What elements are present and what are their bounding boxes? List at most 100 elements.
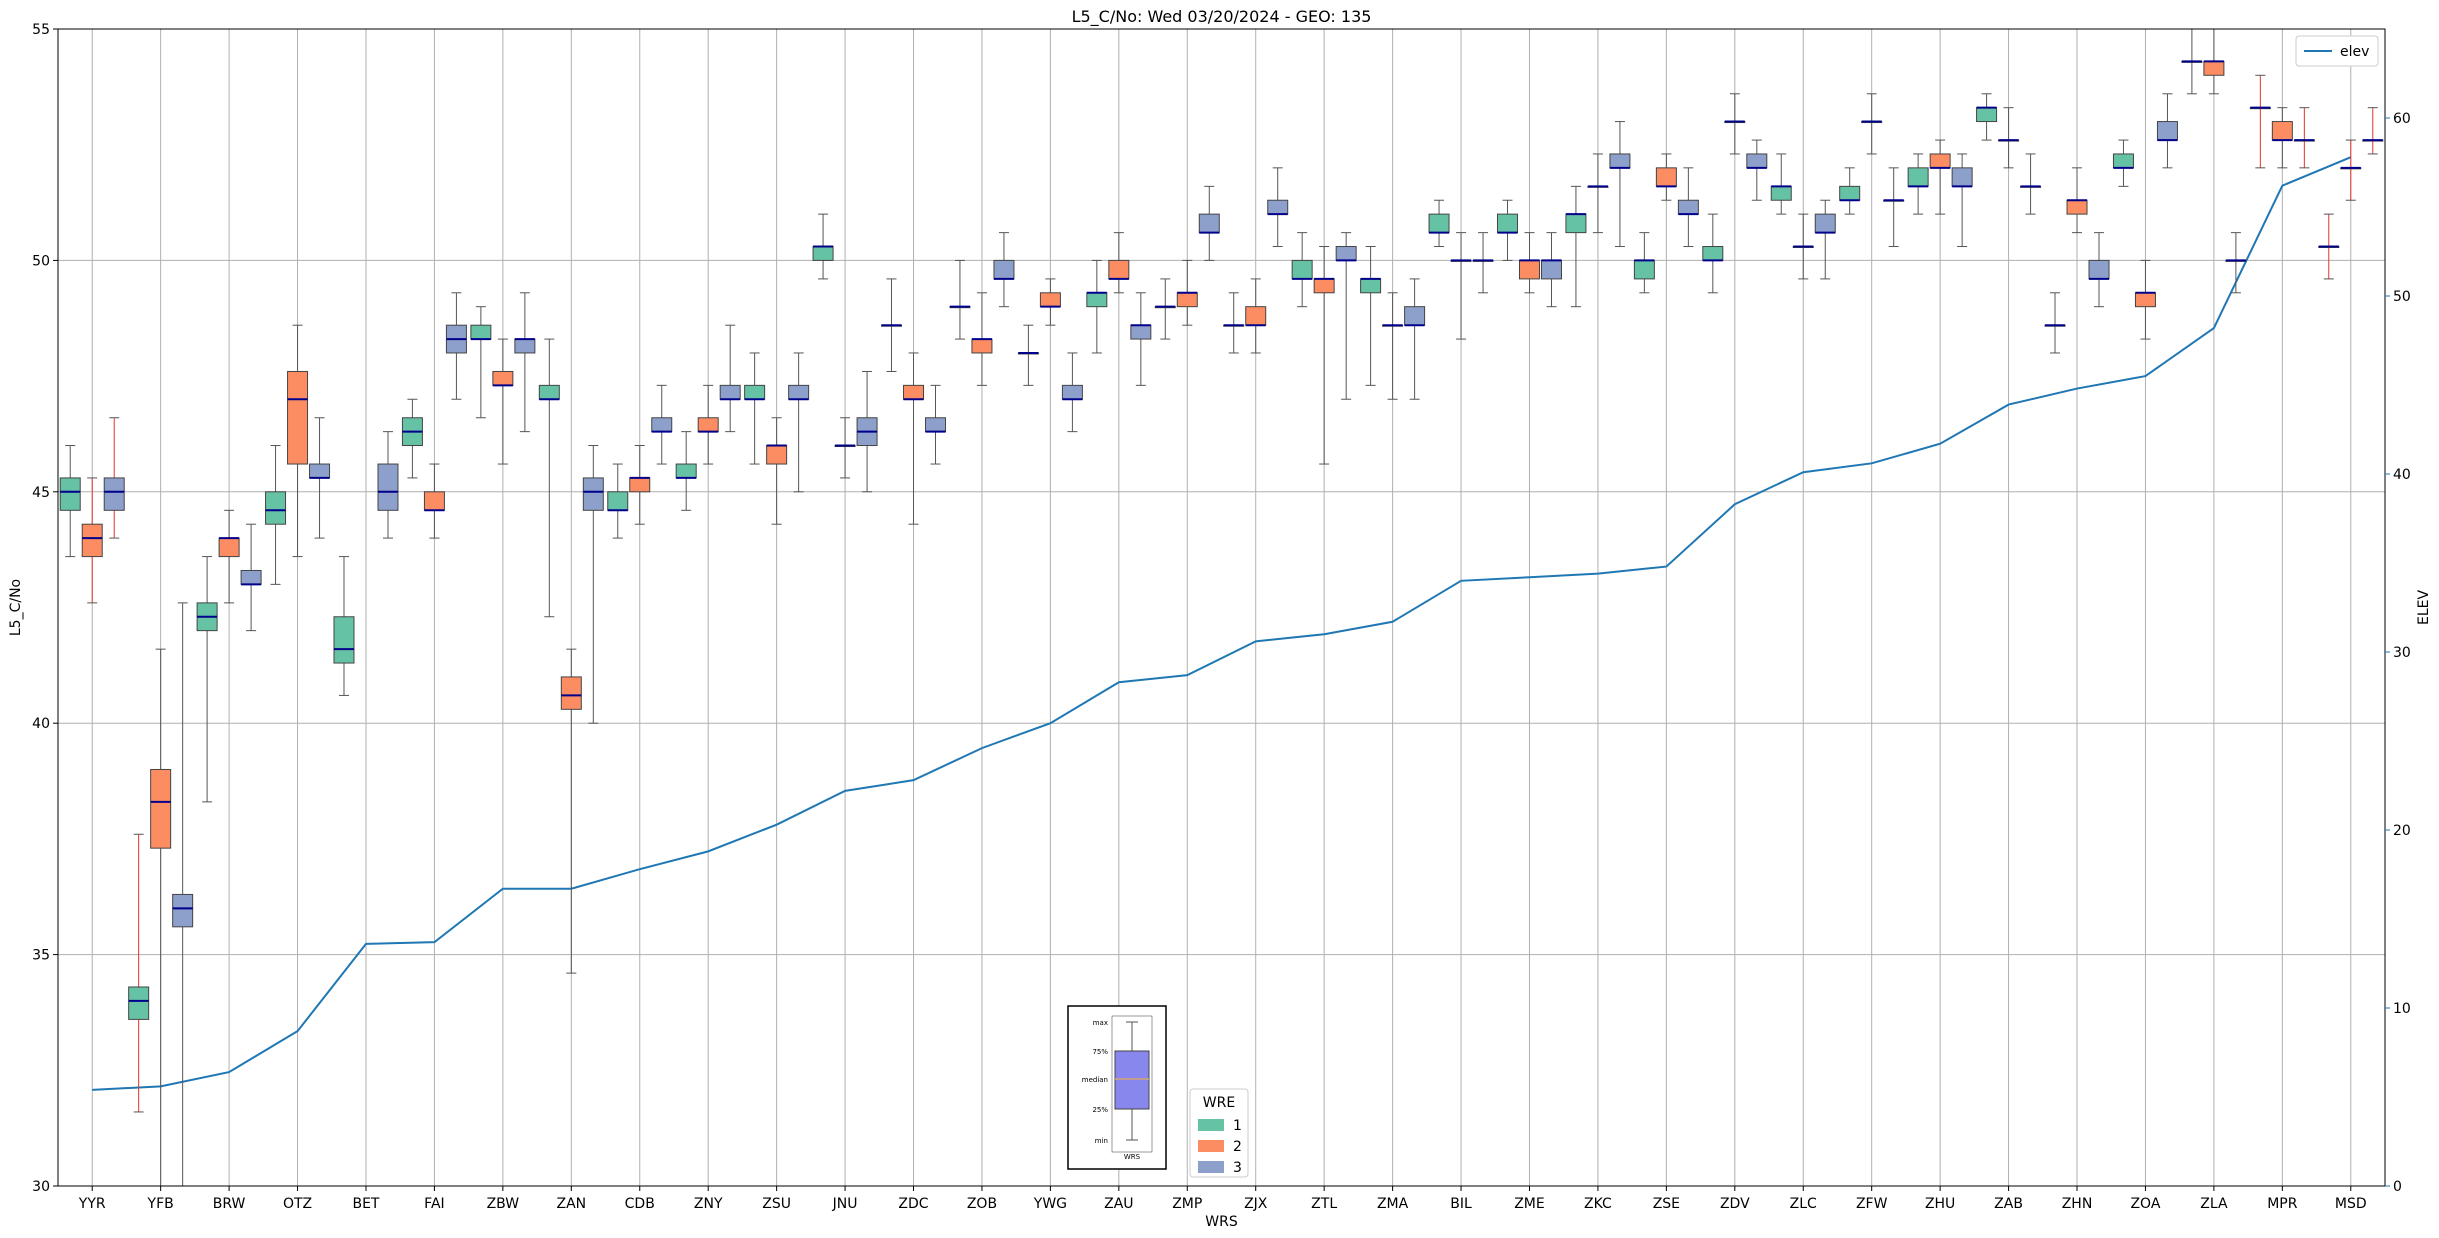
box-body — [172, 893, 194, 928]
box-body — [128, 986, 150, 1020]
y2-tick-label: 0 — [2393, 1179, 2402, 1195]
x-tick-label-zob: ZOB — [967, 1196, 997, 1212]
box-zme-wre1 — [1496, 199, 1518, 261]
box-body — [788, 384, 810, 400]
x-tick-label-zmp: ZMP — [1172, 1196, 1202, 1212]
plot-frame — [57, 28, 2386, 1187]
box-zob-wre2 — [971, 292, 993, 386]
box-body — [538, 384, 560, 400]
box-yfb-wre1 — [128, 833, 150, 1113]
wre-legend: WRE 1 2 3 — [1189, 1088, 1249, 1178]
box-zse-wre3 — [1677, 167, 1699, 248]
box-body — [1245, 306, 1267, 326]
box-zjx-wre1 — [1223, 292, 1245, 354]
y-tick-label: 45 — [32, 485, 50, 501]
box-body — [651, 417, 673, 433]
box-zhu-wre3 — [1951, 153, 1973, 248]
box-cdb-wre1 — [607, 463, 629, 539]
box-zan-wre3 — [582, 445, 604, 724]
box-body — [1814, 213, 1836, 234]
box-zma-wre1 — [1360, 246, 1382, 386]
box-zlc-wre3 — [1814, 199, 1836, 280]
x-tick-label-bil: BIL — [1450, 1196, 1472, 1212]
box-zbw-wre2 — [492, 338, 514, 465]
y-tick-label: 40 — [32, 716, 50, 732]
x-tick-label-zdc: ZDC — [898, 1196, 928, 1212]
box-key-inset: max 75% median 25% min WRS — [1067, 1005, 1167, 1170]
key-label-median: median — [1082, 1076, 1108, 1084]
box-zsu-wre2 — [766, 417, 788, 525]
grid-lines — [58, 28, 2385, 1187]
box-series — [59, 28, 2384, 1187]
box-body — [1130, 324, 1152, 340]
y-tick-label: 55 — [32, 22, 50, 38]
box-body — [1313, 278, 1335, 294]
box-mpr-wre1 — [2249, 74, 2271, 169]
y-tick-label: 30 — [32, 1179, 50, 1195]
box-zdv-wre3 — [1746, 139, 1768, 201]
y-tick-label: 35 — [32, 948, 50, 964]
box-body — [607, 491, 629, 511]
box-cdb-wre3 — [651, 384, 673, 465]
y-axis-label: L5_C/No — [8, 579, 24, 636]
box-body — [287, 370, 309, 465]
box-body — [103, 477, 125, 511]
box-ztl-wre3 — [1335, 232, 1357, 400]
box-bil-wre2 — [1450, 232, 1472, 340]
box-ztl-wre2 — [1313, 246, 1335, 465]
legend-label-3: 3 — [1233, 1160, 1242, 1176]
box-yyr-wre1 — [59, 445, 81, 558]
box-ztl-wre1 — [1291, 232, 1313, 308]
box-zfw-wre2 — [1861, 93, 1883, 155]
box-body — [1108, 259, 1130, 280]
box-zlc-wre1 — [1770, 153, 1792, 215]
box-zma-wre3 — [1404, 278, 1426, 400]
x-tick-label-zjx: ZJX — [1244, 1196, 1268, 1212]
y2-tick-label: 50 — [2393, 289, 2411, 305]
box-body — [1039, 292, 1061, 308]
legend-swatch-1 — [1198, 1119, 1224, 1131]
x-tick-label-mpr: MPR — [2267, 1196, 2298, 1212]
box-body — [1540, 259, 1562, 280]
box-zau-wre2 — [1108, 232, 1130, 294]
x-tick-label-otz: OTZ — [283, 1196, 312, 1212]
box-body — [1518, 259, 1540, 280]
x-tick-label-zla: ZLA — [2200, 1196, 2228, 1212]
box-body — [1198, 213, 1220, 234]
legend-title: WRE — [1203, 1095, 1235, 1111]
box-body — [333, 616, 355, 664]
legend-swatch-2 — [1198, 1140, 1224, 1152]
x-axis-label: WRS — [1205, 1214, 1238, 1230]
box-body — [1951, 167, 1973, 187]
box-body — [1976, 107, 1998, 123]
box-body — [1655, 167, 1677, 187]
box-zab-wre3 — [2020, 153, 2042, 215]
box-zmp-wre1 — [1154, 278, 1176, 340]
box-body — [697, 417, 719, 433]
box-body — [2156, 121, 2178, 141]
box-zla-wre2 — [2203, 28, 2225, 95]
box-body — [1770, 185, 1792, 201]
box-bil-wre1 — [1428, 199, 1450, 248]
box-body — [1907, 167, 1929, 187]
box-body — [1061, 384, 1083, 400]
key-axes — [1111, 1015, 1153, 1153]
box-body — [675, 463, 697, 479]
x-tick-label-zlc: ZLC — [1790, 1196, 1817, 1212]
x-tick-label-zdv: ZDV — [1720, 1196, 1750, 1212]
box-body — [470, 324, 492, 340]
box-zjx-wre2 — [1245, 278, 1267, 354]
box-zkc-wre1 — [1565, 185, 1587, 308]
box-jnu-wre3 — [856, 370, 878, 493]
box-body — [2203, 60, 2225, 76]
box-zdv-wre2 — [1724, 93, 1746, 155]
box-body — [423, 491, 445, 511]
x-tick-label-zse: ZSE — [1653, 1196, 1680, 1212]
x-tick-label-zhu: ZHU — [1925, 1196, 1955, 1212]
box-zbw-wre1 — [470, 306, 492, 419]
box-zny-wre3 — [719, 324, 741, 433]
x-tick-label-bet: BET — [352, 1196, 379, 1212]
legend-swatch-3 — [1198, 1161, 1224, 1173]
box-bil-wre3 — [1472, 232, 1494, 294]
elev-legend: elev — [2295, 35, 2379, 67]
